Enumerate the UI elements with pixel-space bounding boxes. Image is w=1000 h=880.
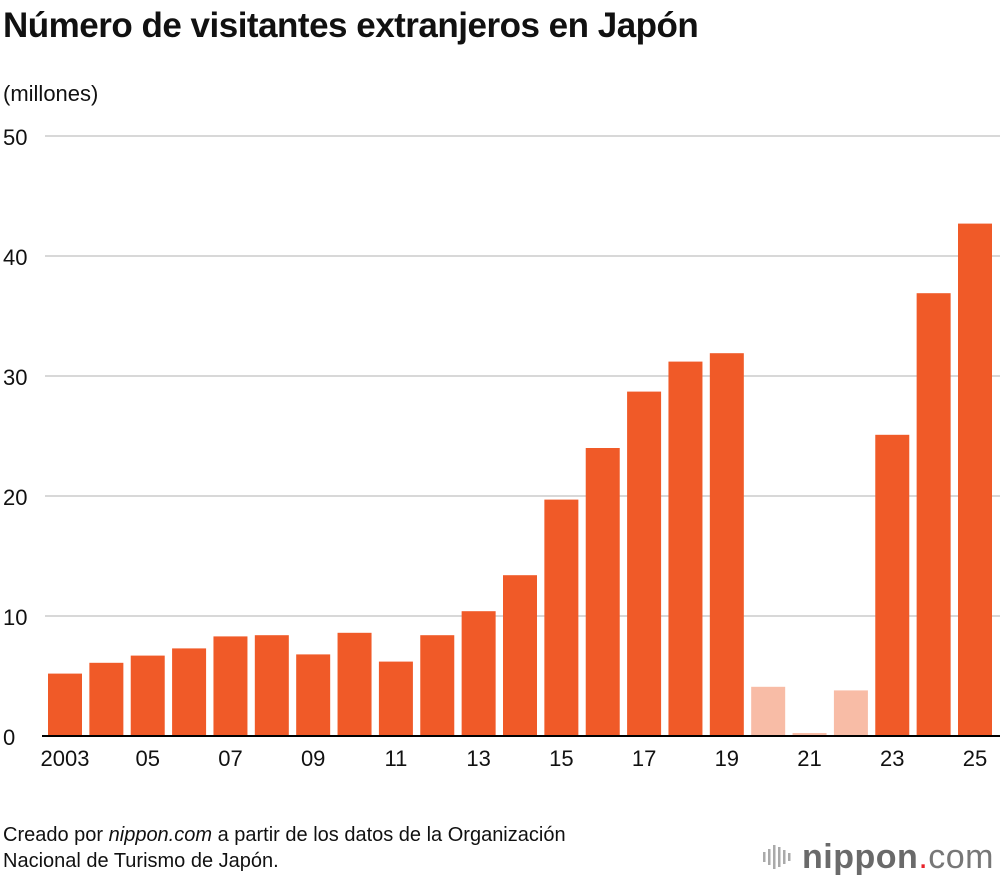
bar-2023 <box>875 434 910 736</box>
y-tick-label: 0 <box>3 725 15 750</box>
bar-2022 <box>833 690 868 736</box>
x-tick-label: 25 <box>963 746 987 771</box>
bar-2016 <box>585 448 620 736</box>
bar-2008 <box>254 635 289 736</box>
logo-dot: . <box>918 838 929 876</box>
bar-2012 <box>420 635 455 736</box>
x-tick-label: 23 <box>880 746 904 771</box>
x-tick-label: 19 <box>715 746 739 771</box>
x-tick-label: 09 <box>301 746 325 771</box>
y-tick-label: 40 <box>3 245 27 270</box>
bar-2009 <box>296 654 331 736</box>
bar-2020 <box>751 686 786 736</box>
bar-2017 <box>627 391 662 736</box>
logo-name: nippon <box>802 838 919 876</box>
bar-2003 <box>48 673 82 736</box>
logo-tld: com <box>928 838 994 876</box>
x-tick-label: 13 <box>466 746 490 771</box>
chart-title: Número de visitantes extranjeros en Japó… <box>3 6 699 45</box>
y-tick-label: 20 <box>3 485 27 510</box>
bar-2014 <box>503 575 537 736</box>
y-tick-label: 30 <box>3 365 27 390</box>
source-prefix: Creado por <box>3 824 109 846</box>
x-tick-label: 21 <box>797 746 821 771</box>
bar-2011 <box>378 661 413 736</box>
source-note: Creado por nippon.com a partir de los da… <box>3 822 566 874</box>
bar-2015 <box>544 499 579 736</box>
bar-2013 <box>461 611 496 736</box>
y-axis-unit: (millones) <box>3 81 99 106</box>
bar-2025 <box>958 223 992 737</box>
source-line2: Nacional de Turismo de Japón. <box>3 850 279 872</box>
bar-2019 <box>709 353 744 736</box>
source-line1-rest: a partir de los datos de la Organización <box>212 824 566 846</box>
bar-2018 <box>668 361 703 736</box>
bar-2006 <box>172 648 207 736</box>
x-tick-label: 11 <box>384 746 407 771</box>
bar-2005 <box>130 655 165 736</box>
bar-2007 <box>213 636 248 736</box>
y-tick-label: 50 <box>3 125 27 150</box>
x-tick-label: 05 <box>135 746 159 771</box>
x-tick-label: 15 <box>549 746 573 771</box>
x-tick-label: 07 <box>218 746 242 771</box>
source-site: nippon.com <box>108 824 213 846</box>
x-tick-label: 17 <box>632 746 656 771</box>
bar-2021 <box>792 733 827 736</box>
y-tick-label: 10 <box>3 605 27 630</box>
nippon-logo: nippon.com <box>762 838 994 877</box>
bar-2004 <box>89 662 124 736</box>
bar-2010 <box>337 632 372 736</box>
x-tick-label: 2003 <box>41 746 90 771</box>
bar-2024 <box>916 293 951 736</box>
sound-wave-icon <box>763 845 791 869</box>
